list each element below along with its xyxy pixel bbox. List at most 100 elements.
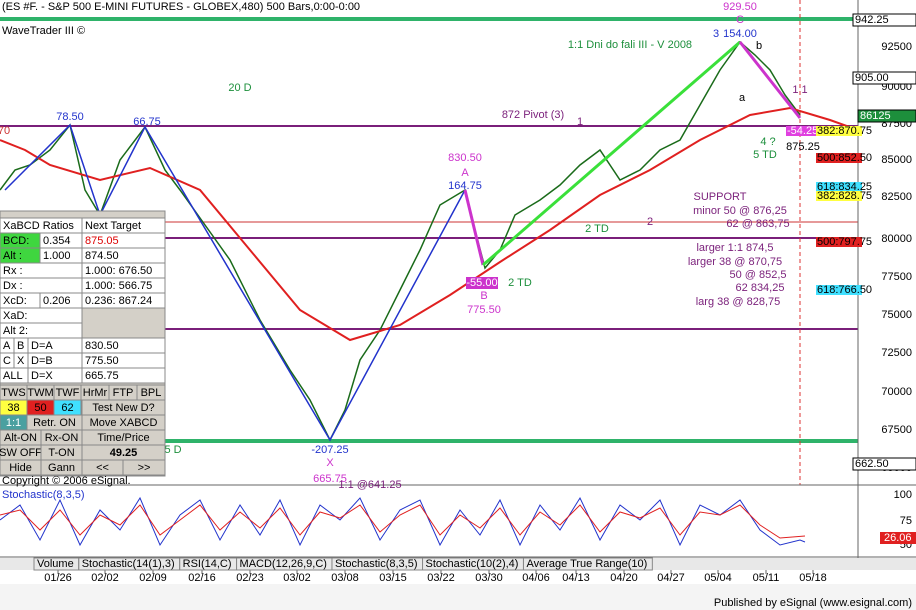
annotation: 2 — [647, 216, 653, 228]
fib-box — [786, 126, 816, 136]
annotation: larger 38 @ 870,75 — [688, 256, 782, 268]
annotation: 5 D — [164, 444, 181, 456]
panel-button-label: SW OFF — [0, 447, 42, 459]
date-label: 02/09 — [139, 572, 167, 584]
panel-cell-label: 0.236: 867.24 — [85, 295, 152, 307]
annotation: larger 1:1 874,5 — [696, 242, 773, 254]
panel-button-label: 50 — [34, 402, 46, 414]
panel-button-label: TWM — [27, 387, 53, 399]
annotation: a — [739, 92, 746, 104]
annotation: 70 — [0, 125, 10, 137]
fib-box — [816, 191, 862, 201]
tab-label: Stochastic(14(1),3) — [82, 558, 175, 570]
panel-button-label: >> — [138, 462, 151, 474]
annotation: 875.25 — [786, 141, 820, 153]
annotation: b — [756, 40, 762, 52]
annotation: 929.50 — [723, 1, 757, 13]
panel-button-label: TWS — [1, 387, 25, 399]
date-label: 03/22 — [427, 572, 455, 584]
date-label: 04/06 — [522, 572, 550, 584]
status-bar — [0, 584, 916, 610]
stoch-box-label: 26.06 — [884, 532, 912, 544]
date-label: 04/27 — [657, 572, 685, 584]
date-label: 04/20 — [610, 572, 638, 584]
fib-box-label: -54.25 — [787, 125, 818, 137]
study-name: WaveTrader III © — [2, 25, 85, 37]
price-label: 72500 — [881, 347, 912, 359]
wave-line — [738, 41, 802, 119]
annotation: 20 D — [228, 82, 251, 94]
panel-cell-label: 1.000: 676.50 — [85, 265, 152, 277]
label-bg — [466, 277, 498, 289]
price-box — [857, 109, 916, 123]
fib-box-label: 382:828.75 — [817, 190, 872, 202]
annotation: minor 50 @ 876,25 — [693, 205, 787, 217]
annotation: 154.00 — [723, 28, 757, 40]
panel-cell-label: XcD: — [3, 295, 27, 307]
annotation: 78.50 — [56, 111, 84, 123]
price-label: 82500 — [881, 191, 912, 203]
panel-cell-label: 0.206 — [43, 295, 71, 307]
price-box-label: 662.50 — [855, 458, 889, 470]
price-box — [852, 457, 916, 471]
tab-label: Stochastic(8,3,5) — [335, 558, 418, 570]
fib-box — [816, 126, 862, 136]
price-label: 80000 — [881, 233, 912, 245]
price-box — [852, 13, 916, 27]
fib-box — [816, 285, 862, 295]
panel-cell-label: D=A — [31, 340, 53, 352]
stoch-d — [0, 504, 806, 539]
date-label: 03/30 — [475, 572, 503, 584]
panel-cell-label: C — [3, 355, 11, 367]
panel-cell-label: 665.75 — [85, 370, 119, 382]
panel-cell-label: Rx : — [3, 265, 23, 277]
panel-cell-label: A — [3, 340, 11, 352]
date-label: 05/18 — [799, 572, 827, 584]
panel-cell-label: ALL — [3, 370, 23, 382]
annotation: 1:1 @641.25 — [338, 479, 401, 491]
tab[interactable] — [522, 557, 653, 571]
panel-cell-label: D=B — [31, 355, 53, 367]
annotation: larg 38 @ 828,75 — [696, 296, 781, 308]
annotation: 775.50 — [467, 304, 501, 316]
fib-box — [816, 153, 862, 163]
panel-button-label: Alt-ON — [4, 432, 37, 444]
annotation: 4 ? — [760, 136, 775, 148]
price-path — [0, 40, 801, 442]
panel-cell-label: Next Target — [85, 220, 141, 232]
price-box — [852, 71, 916, 85]
tab-label: MACD(12,26,9,C) — [240, 558, 327, 570]
fib-box — [816, 237, 862, 247]
price-label: 67500 — [881, 424, 912, 436]
panel-cell-label: B — [17, 340, 24, 352]
annotation: 62 834,25 — [736, 282, 785, 294]
price-label: 75000 — [881, 309, 912, 321]
panel-button-label: Retr. ON — [33, 417, 76, 429]
date-label: 01/26 — [44, 572, 72, 584]
panel-cell-label: 0.354 — [43, 235, 71, 247]
stoch-name: Stochastic(8,3,5) — [2, 489, 85, 501]
panel-cell-label: Alt : — [3, 250, 22, 262]
annotation: 872 Pivot (3) — [502, 109, 564, 121]
price-label: 70000 — [881, 386, 912, 398]
annotation: X — [326, 457, 334, 469]
price-label: 77500 — [881, 271, 912, 283]
price-label: 92500 — [881, 41, 912, 53]
panel-button-label: << — [96, 462, 109, 474]
panel-button-label: Time/Price — [97, 432, 149, 444]
fib-box-label: 382:870.75 — [817, 125, 872, 137]
annotation: 1 1 — [792, 84, 807, 96]
annotation: C — [736, 14, 744, 26]
fib-box-label: 500:797.75 — [817, 236, 872, 248]
tab-label: Average True Range(10) — [526, 558, 647, 570]
wave-line — [463, 189, 485, 266]
panel-button[interactable] — [122, 459, 166, 476]
panel-cell-label: X — [17, 355, 25, 367]
panel-cell-label: 1.000: 566.75 — [85, 280, 152, 292]
wave-line — [4, 123, 466, 442]
annotation: -55.00 — [466, 277, 497, 289]
stoch-box — [880, 532, 916, 544]
fib-box — [816, 182, 862, 192]
panel-button-label: BPL — [141, 387, 162, 399]
date-label: 02/23 — [236, 572, 264, 584]
